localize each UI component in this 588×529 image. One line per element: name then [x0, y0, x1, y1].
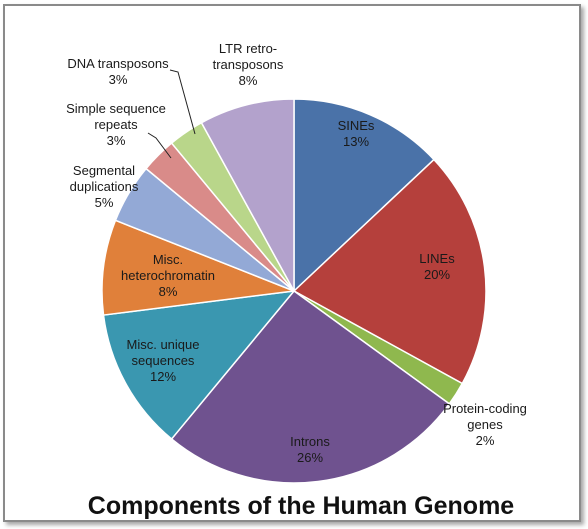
leader-lines — [147, 69, 196, 159]
slice-label: Misc. unique sequences 12% — [127, 337, 200, 384]
pie-slice — [292, 158, 487, 385]
slice-label: SINEs 13% — [338, 118, 375, 149]
pie-slice — [102, 290, 296, 440]
slice-labels: SINEs 13% LINEs 20% Protein-coding genes 2% Int… — [66, 41, 527, 465]
slice-label: DNA transposons 3% — [67, 56, 169, 87]
slice-label: Introns 26% — [290, 434, 330, 465]
pie-slice — [293, 98, 436, 293]
leader-line — [147, 132, 172, 159]
pie-slices — [101, 98, 487, 484]
slice-label: Protein-coding genes 2% — [443, 401, 527, 448]
slice-label: LTR retro-transposons 8% — [213, 41, 284, 88]
chart-title: Components of the Human Genome — [88, 492, 515, 520]
slice-label: Segmental duplications 5% — [70, 163, 139, 210]
pie-slice — [101, 219, 295, 316]
pie-slice — [170, 289, 451, 484]
pie-slice — [200, 98, 295, 292]
slice-label: Misc. heterochromatin 8% — [121, 252, 215, 299]
slice-label: LINEs 20% — [419, 251, 455, 282]
leader-line — [169, 69, 196, 135]
slice-label: Simple sequence repeats 3% — [66, 101, 166, 148]
